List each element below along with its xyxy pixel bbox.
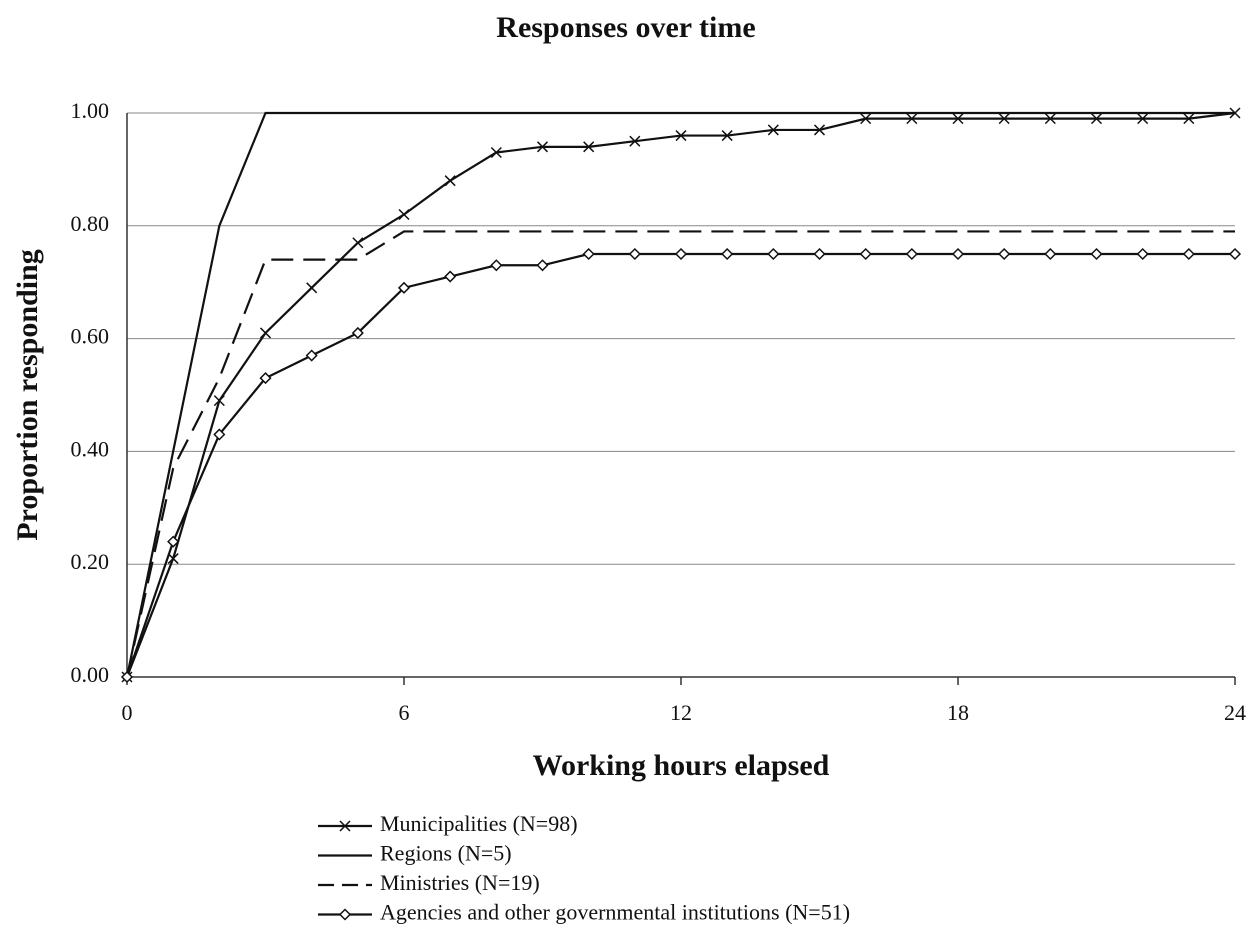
point-marker bbox=[675, 130, 687, 142]
point-marker bbox=[398, 208, 410, 221]
point-marker bbox=[305, 349, 318, 362]
point-marker bbox=[259, 372, 272, 385]
point-marker bbox=[352, 237, 364, 249]
legend-label: Municipalities (N=98) bbox=[380, 811, 578, 836]
chart-title: Responses over time bbox=[496, 11, 755, 44]
series-line bbox=[125, 230, 1235, 678]
x-tick-label: 18 bbox=[947, 700, 969, 725]
x-tick-label: 24 bbox=[1224, 700, 1246, 725]
point-marker bbox=[1044, 113, 1056, 125]
x-tick-label: 6 bbox=[399, 700, 410, 725]
y-tick-label: 0.00 bbox=[71, 662, 110, 687]
point-marker bbox=[767, 124, 779, 136]
series-line bbox=[125, 111, 1236, 678]
point-marker bbox=[490, 146, 502, 159]
point-marker bbox=[721, 247, 734, 261]
point-marker bbox=[1183, 113, 1195, 125]
legend-label: Regions (N=5) bbox=[380, 841, 512, 866]
point-marker bbox=[859, 247, 872, 261]
point-marker bbox=[1228, 247, 1242, 261]
series-line bbox=[125, 252, 1235, 678]
x-tick-label: 0 bbox=[122, 700, 133, 725]
point-marker bbox=[583, 141, 595, 153]
y-tick-label: 0.80 bbox=[71, 211, 110, 236]
point-marker bbox=[444, 175, 456, 187]
series-line bbox=[125, 111, 1235, 678]
x-tick-label: 12 bbox=[670, 700, 692, 725]
point-marker bbox=[721, 130, 733, 142]
x-axis-label: Working hours elapsed bbox=[533, 749, 830, 782]
point-marker bbox=[1090, 113, 1103, 125]
point-marker bbox=[951, 247, 965, 261]
legend-marker bbox=[339, 820, 351, 832]
point-marker bbox=[1136, 247, 1149, 261]
point-marker bbox=[813, 124, 826, 136]
point-marker bbox=[444, 270, 457, 283]
point-marker bbox=[629, 135, 641, 147]
point-marker bbox=[998, 247, 1011, 261]
point-marker bbox=[306, 282, 318, 294]
point-marker bbox=[213, 395, 225, 407]
point-marker bbox=[1137, 113, 1149, 125]
point-marker bbox=[674, 247, 688, 261]
point-marker bbox=[813, 247, 826, 261]
y-tick-label: 0.20 bbox=[71, 549, 110, 574]
point-marker bbox=[213, 428, 226, 441]
point-marker bbox=[1090, 247, 1103, 261]
point-marker bbox=[167, 553, 179, 565]
point-marker bbox=[767, 247, 780, 261]
point-marker bbox=[1182, 247, 1195, 261]
point-marker bbox=[628, 247, 641, 261]
point-marker bbox=[998, 113, 1010, 125]
point-marker bbox=[582, 247, 595, 261]
legend-label: Agencies and other governmental institut… bbox=[380, 900, 850, 925]
point-marker bbox=[259, 327, 272, 339]
point-marker bbox=[952, 113, 964, 125]
point-marker bbox=[860, 113, 872, 125]
y-tick-label: 0.40 bbox=[71, 436, 110, 461]
point-marker bbox=[905, 247, 918, 261]
point-marker bbox=[120, 670, 134, 684]
point-marker bbox=[167, 535, 180, 548]
y-tick-label: 1.00 bbox=[71, 98, 110, 123]
legend-label: Ministries (N=19) bbox=[380, 870, 540, 895]
point-marker bbox=[906, 113, 918, 125]
legend-marker bbox=[338, 908, 352, 921]
y-axis-label: Proportion responding bbox=[11, 249, 44, 540]
point-marker bbox=[397, 281, 411, 294]
point-marker bbox=[536, 141, 549, 153]
point-marker bbox=[536, 259, 549, 272]
point-marker bbox=[351, 326, 364, 340]
y-tick-label: 0.60 bbox=[71, 324, 110, 349]
point-marker bbox=[1044, 247, 1057, 261]
point-marker bbox=[490, 259, 503, 272]
